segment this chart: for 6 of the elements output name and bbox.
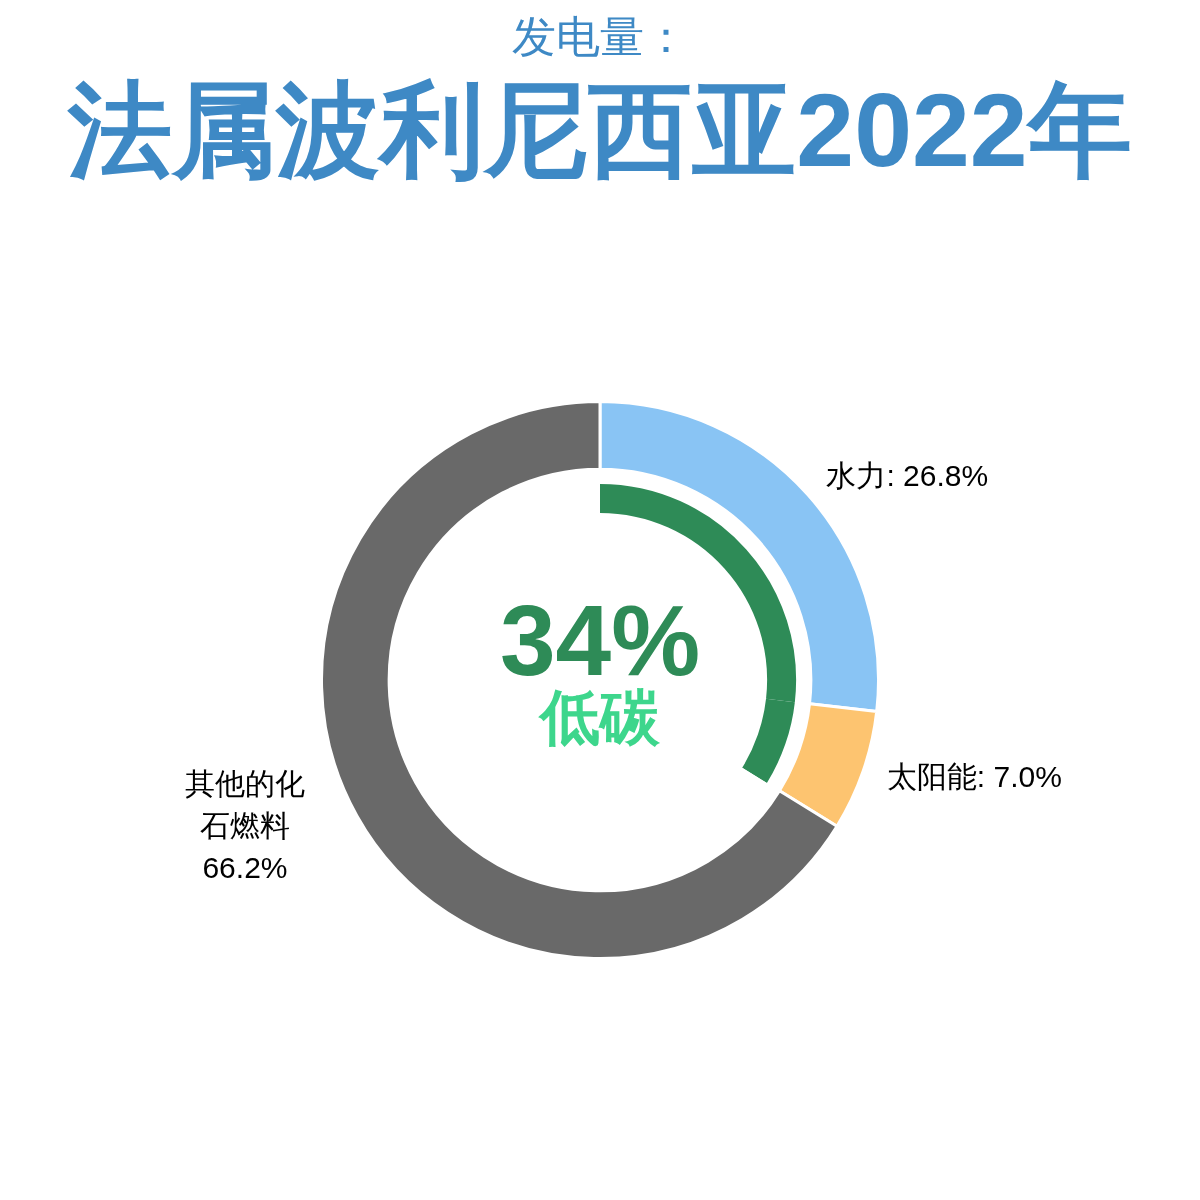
slice-label: 水力: 26.8% <box>826 459 989 493</box>
data-label: 66.2% <box>202 851 288 885</box>
chart-subtitle: 发电量： <box>511 11 689 63</box>
chart-title: 法属波利尼西亚2022年 <box>66 71 1133 190</box>
slice-label: 太阳能: 7.0% <box>886 760 1062 794</box>
slice-label: 其他的化石燃料 <box>184 767 305 843</box>
